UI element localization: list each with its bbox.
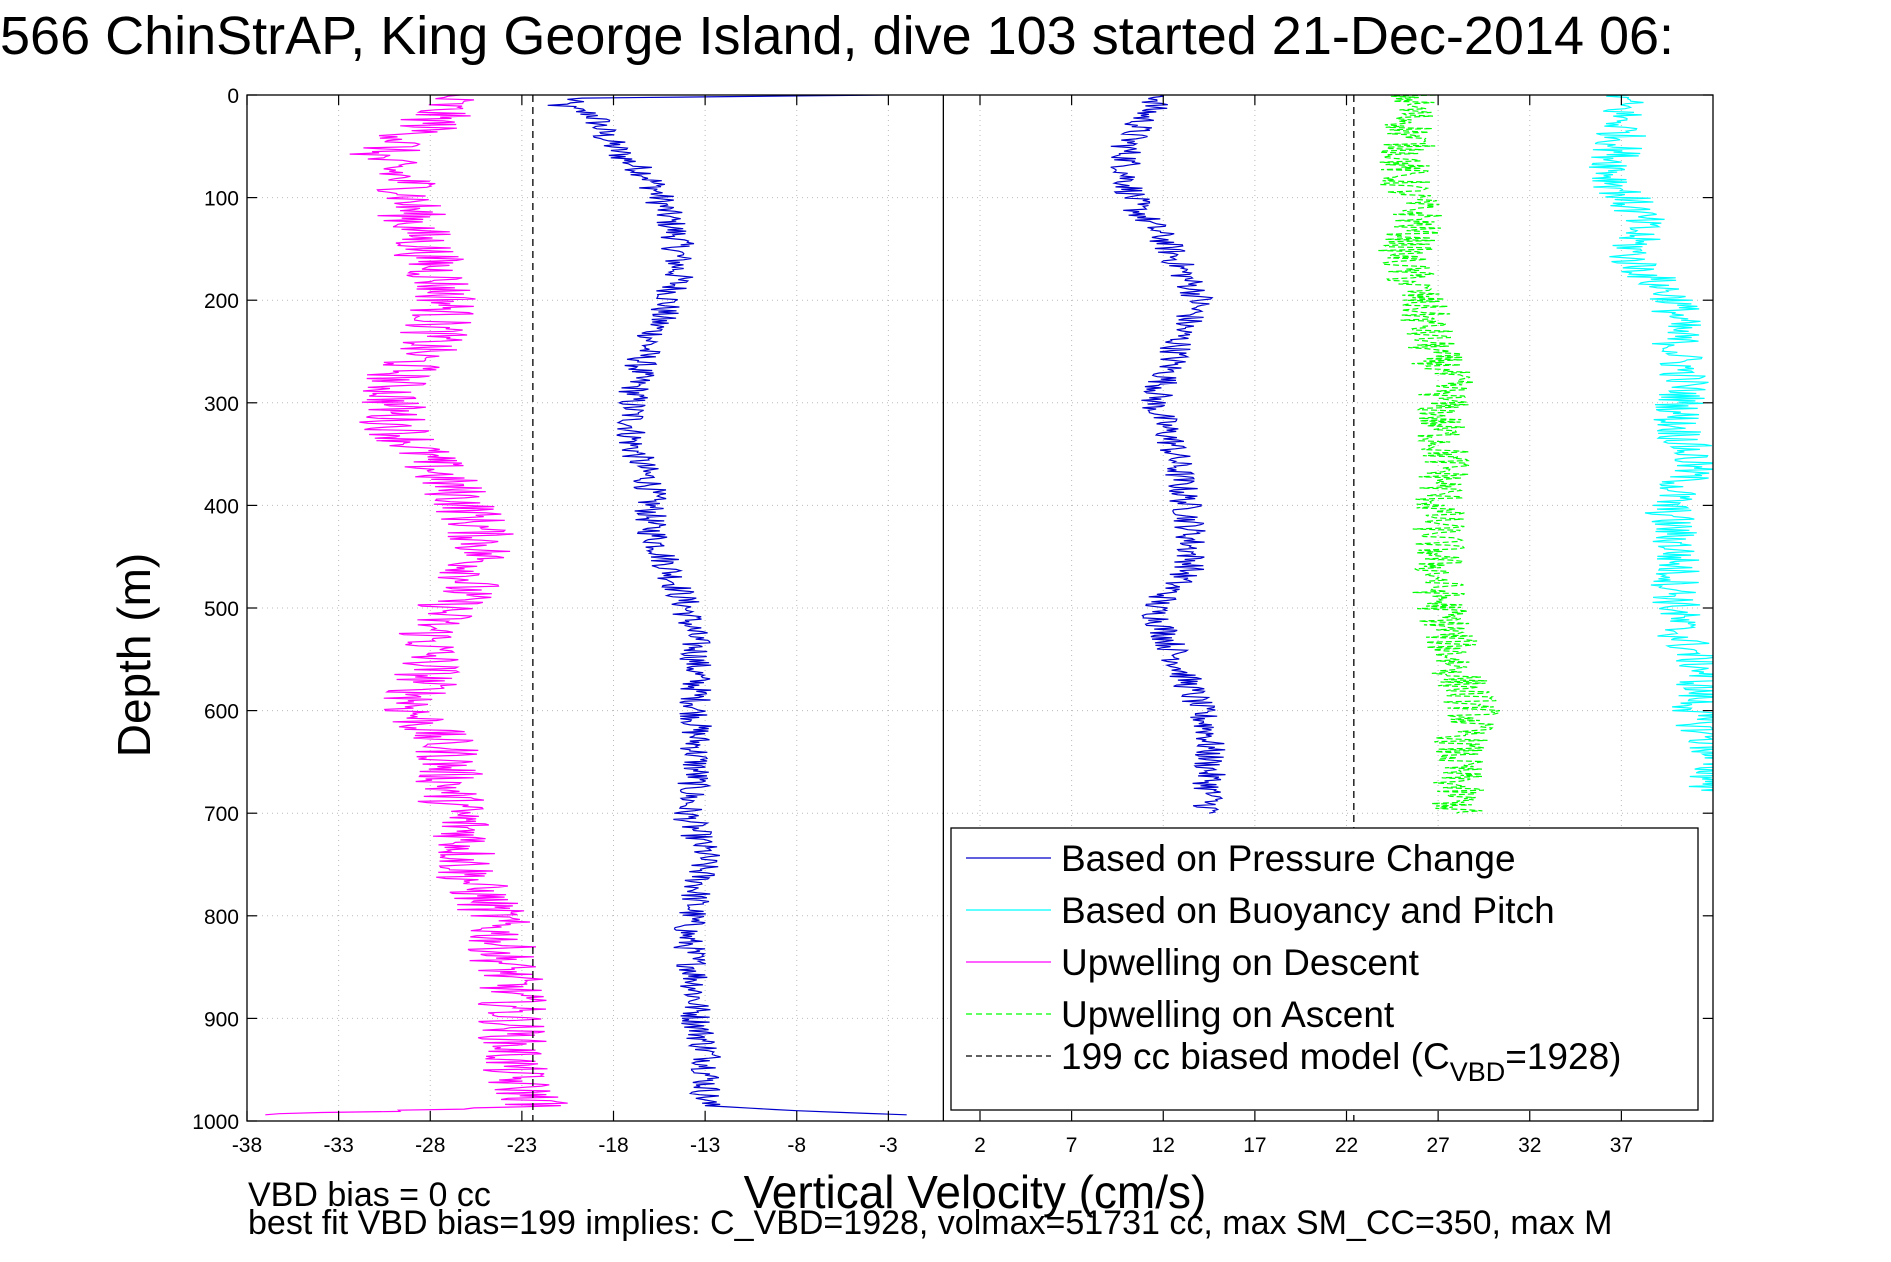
- y-tick-label: 700: [204, 803, 239, 826]
- x-axis-label: Vertical Velocity (cm/s): [743, 1166, 1207, 1218]
- y-tick-label: 100: [204, 188, 239, 211]
- vbd-bias-note: VBD bias = 0 cc: [248, 1176, 491, 1214]
- x-tick-label: 32: [1518, 1134, 1541, 1157]
- legend-label-1: Based on Buoyancy and Pitch: [1061, 890, 1555, 931]
- x-tick-label: -33: [323, 1134, 353, 1157]
- chart-title: 566 ChinStrAP, King George Island, dive …: [0, 6, 1675, 66]
- series-line-0: [547, 95, 907, 1116]
- y-tick-label: 1000: [192, 1111, 239, 1134]
- y-tick-label: 200: [204, 290, 239, 313]
- y-tick-label: 800: [204, 906, 239, 929]
- legend-label-3: Upwelling on Ascent: [1061, 994, 1395, 1035]
- series-line-4: [1588, 95, 1713, 793]
- x-tick-label: 37: [1610, 1134, 1633, 1157]
- series-layer: [265, 95, 1713, 1116]
- series-line-3: [1378, 95, 1500, 814]
- x-tick-label: 27: [1426, 1134, 1449, 1157]
- x-tick-label: -8: [787, 1134, 806, 1157]
- x-tick-label: 7: [1066, 1134, 1078, 1157]
- x-tick-label: -13: [690, 1134, 720, 1157]
- y-tick-label: 400: [204, 495, 239, 518]
- legend: Based on Pressure Change Based on Buoyanc…: [950, 827, 1699, 1111]
- legend-label-4: 199 cc biased model (CVBD=1928): [1061, 1036, 1621, 1087]
- y-tick-label: 900: [204, 1008, 239, 1031]
- x-tick-label: 22: [1335, 1134, 1358, 1157]
- legend-box: [950, 827, 1699, 1111]
- x-tick-label: 2: [974, 1134, 986, 1157]
- x-tick-label: -38: [232, 1134, 262, 1157]
- legend-label-2: Upwelling on Descent: [1061, 942, 1420, 983]
- x-tick-label: -18: [598, 1134, 628, 1157]
- y-tick-label: 0: [227, 85, 239, 108]
- x-tick-label: -23: [507, 1134, 537, 1157]
- series-line-2: [265, 95, 568, 1116]
- y-tick-label: 600: [204, 701, 239, 724]
- x-tick-label: -28: [415, 1134, 445, 1157]
- x-tick-label: 17: [1243, 1134, 1266, 1157]
- y-tick-label: 500: [204, 598, 239, 621]
- series-line-1: [1110, 95, 1226, 814]
- x-tick-label: 12: [1152, 1134, 1175, 1157]
- legend-label-0: Based on Pressure Change: [1061, 838, 1516, 879]
- axes: -38 -33 -28 -23 -18 -13 -8 -3 2 7 12 17 22 27 32 370100…: [192, 85, 1714, 1157]
- y-tick-label: 300: [204, 393, 239, 416]
- x-tick-label: -3: [879, 1134, 898, 1157]
- best-fit-note: best fit VBD bias=199 implies: C_VBD=192…: [248, 1204, 1613, 1242]
